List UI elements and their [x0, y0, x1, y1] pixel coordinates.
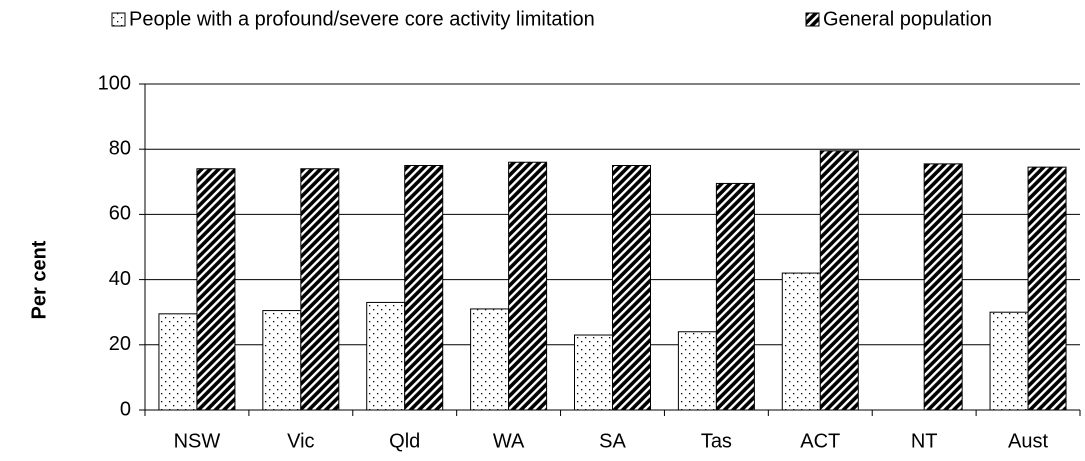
legend-label: People with a profound/severe core activ… [129, 8, 595, 30]
bar [196, 168, 236, 411]
bar [404, 165, 444, 411]
x-tick-label: SA [599, 430, 626, 452]
y-tick-label: 20 [109, 333, 131, 355]
y-tick-label: 0 [120, 398, 131, 420]
bar [612, 165, 651, 411]
bar [1027, 166, 1067, 411]
bar [574, 334, 613, 411]
x-tick-label: Tas [701, 430, 732, 452]
bar [781, 272, 821, 411]
bar [989, 311, 1029, 411]
y-axis-title: Per cent [28, 240, 50, 319]
bar [508, 161, 548, 411]
bar [715, 182, 755, 411]
bar [923, 163, 963, 411]
bar [262, 310, 302, 411]
y-tick-label: 60 [109, 203, 131, 225]
bar [366, 301, 406, 411]
bar [470, 308, 510, 411]
bar [677, 331, 717, 411]
y-tick-label: 80 [109, 137, 131, 159]
x-tick-label: Qld [389, 430, 420, 452]
bar [819, 150, 859, 411]
y-tick-label: 100 [98, 72, 131, 94]
x-tick-label: NSW [174, 430, 221, 452]
legend-swatch [805, 12, 820, 27]
x-tick-label: Vic [287, 430, 314, 452]
x-tick-label: ACT [800, 430, 840, 452]
x-tick-label: Aust [1008, 430, 1048, 452]
x-tick-label: NT [911, 430, 938, 452]
y-tick-label: 40 [109, 268, 131, 290]
legend-swatch [111, 12, 126, 27]
x-tick-label: WA [493, 430, 525, 452]
bar [300, 168, 340, 411]
legend-label: General population [823, 8, 992, 30]
bar [158, 313, 198, 411]
